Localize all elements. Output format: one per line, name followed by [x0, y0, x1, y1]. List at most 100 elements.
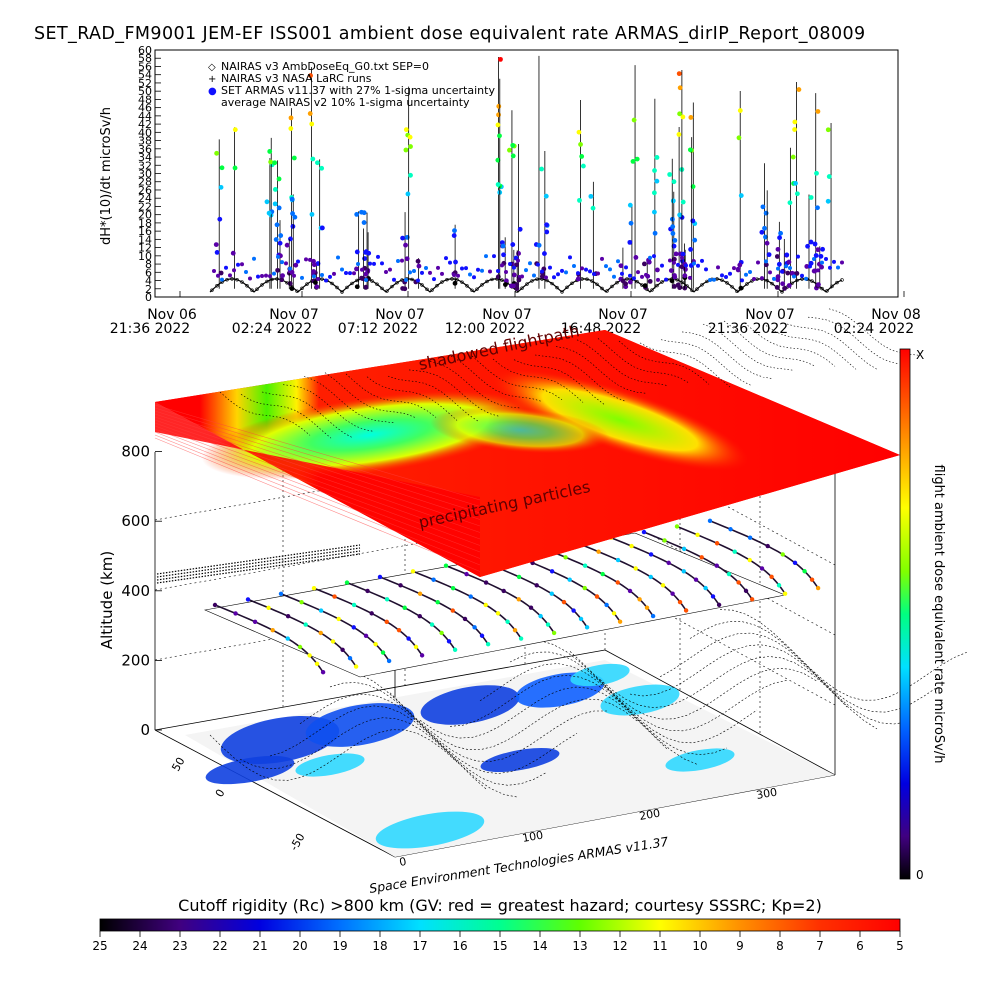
dose-rate-heat-band	[154, 308, 920, 577]
orbit-point	[545, 622, 551, 627]
orbit-point	[629, 543, 634, 549]
armas-point	[672, 273, 677, 278]
armas-point	[220, 277, 224, 282]
page-title: SET_RAD_FM9001 JEM-EF ISS001 ambient dos…	[34, 24, 866, 44]
armas-point	[524, 268, 528, 273]
armas-point	[312, 274, 316, 279]
nairas-marker	[560, 290, 564, 294]
armas-point	[405, 191, 411, 197]
armas-point	[815, 205, 820, 211]
band-track	[513, 359, 605, 405]
orbit-point	[534, 583, 539, 588]
armas-point	[354, 266, 359, 272]
orbit-point	[252, 619, 258, 624]
armas-point	[667, 172, 673, 177]
armas-point	[510, 153, 516, 159]
y-tick-label: 56	[138, 60, 152, 73]
orbit-point	[479, 633, 485, 638]
armas-point	[290, 211, 295, 216]
y-tick-label: 50	[138, 85, 152, 98]
orbit-point	[644, 605, 650, 610]
armas-point	[279, 277, 285, 283]
armas-point	[313, 280, 318, 285]
band-track	[261, 391, 353, 438]
nairas-marker	[535, 277, 539, 281]
armas-point	[496, 268, 500, 273]
orbit-point	[417, 591, 423, 596]
altitude-tick-label: 800	[121, 443, 150, 461]
armas-point	[738, 285, 744, 291]
armas-point	[272, 160, 278, 166]
armas-point	[627, 239, 633, 245]
orbit-point	[340, 647, 345, 652]
armas-point	[292, 214, 298, 220]
orbit-point	[351, 625, 356, 630]
armas-point	[284, 242, 290, 248]
orbit-point	[384, 619, 389, 624]
orbit-point	[464, 571, 469, 577]
armas-point	[510, 283, 516, 289]
armas-point	[548, 265, 552, 270]
orbit-point	[681, 569, 686, 574]
orbit-point	[380, 650, 386, 655]
armas-point	[217, 216, 223, 222]
armas-point	[236, 262, 240, 267]
rigidity-tick-label: 21	[252, 939, 267, 953]
armas-point	[748, 269, 752, 274]
armas-point	[764, 259, 768, 264]
armas-point	[488, 269, 492, 274]
armas-point	[468, 272, 472, 277]
orbit-point	[674, 524, 680, 529]
armas-point	[407, 134, 413, 140]
orbit-point	[637, 597, 642, 602]
armas-point	[793, 180, 798, 186]
nairas-marker	[240, 280, 244, 284]
armas-point	[268, 159, 274, 165]
armas-point	[572, 264, 576, 269]
armas-point	[736, 266, 740, 271]
armas-point	[632, 276, 636, 281]
armas-point	[766, 252, 772, 258]
rigidity-tick-label: 19	[332, 939, 347, 953]
nairas-marker	[245, 284, 249, 288]
nairas-marker	[300, 286, 304, 291]
nairas-marker	[410, 277, 414, 282]
rigidity-tick-label: 15	[492, 939, 507, 953]
orbit-point	[582, 585, 587, 591]
nairas-marker	[485, 279, 489, 284]
armas-point	[804, 264, 810, 269]
rigidity-tick-label: 10	[692, 939, 707, 953]
orbit-point	[776, 583, 782, 588]
armas-point	[677, 85, 683, 91]
orbit-point	[278, 591, 284, 596]
orbit-point	[703, 585, 708, 591]
orbit-point	[617, 619, 623, 624]
armas-point	[672, 260, 676, 265]
shadowed-flightpath-band	[156, 544, 361, 584]
ground-track	[659, 632, 908, 725]
orbit-point	[472, 625, 477, 630]
armas-point	[664, 277, 668, 282]
armas-point	[819, 264, 824, 270]
ground-track	[389, 692, 638, 750]
armas-point	[284, 261, 288, 266]
armas-point	[752, 276, 756, 281]
ocean-region	[305, 703, 415, 747]
armas-point	[654, 178, 660, 184]
armas-point	[660, 263, 664, 268]
armas-point	[496, 112, 501, 118]
orbit-point	[318, 608, 324, 613]
armas-point	[307, 111, 313, 116]
armas-point	[359, 275, 364, 281]
orbit-point	[567, 577, 572, 582]
nairas-marker	[375, 282, 379, 286]
armas-point	[517, 226, 523, 232]
y-tick-label: 6	[145, 266, 152, 279]
orbit-point	[792, 560, 798, 566]
nairas-marker	[550, 281, 554, 286]
ground-track	[689, 621, 938, 713]
armas-point	[232, 165, 238, 171]
shadow-track	[156, 553, 361, 584]
armas-point	[816, 268, 820, 273]
armas-point	[404, 256, 410, 262]
